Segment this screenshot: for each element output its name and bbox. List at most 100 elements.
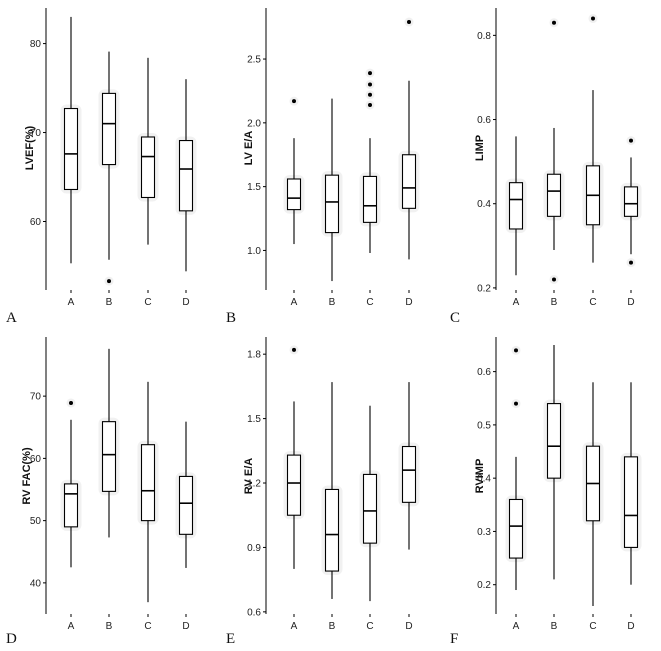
y-tick-label: 1.2 xyxy=(247,479,261,490)
box-d xyxy=(398,382,420,550)
y-tick-label: 1.8 xyxy=(247,350,261,361)
y-tick-label: 1.5 xyxy=(247,182,261,193)
x-tick-label: A xyxy=(291,621,298,632)
y-tick-label: 0.6 xyxy=(477,115,491,126)
x-tick-label: A xyxy=(513,621,520,632)
y-axis-label: RV E/A xyxy=(243,458,255,495)
y-axis-label: LVEF(%) xyxy=(24,125,36,170)
box-iqr xyxy=(140,136,156,199)
y-tick-label: 70 xyxy=(30,392,42,403)
y-axis-label: RVIMP xyxy=(474,459,486,494)
x-tick-label: D xyxy=(182,297,189,308)
outlier-point xyxy=(629,138,633,143)
outlier-point xyxy=(107,279,111,284)
panel-letter: C xyxy=(450,310,460,326)
box-iqr xyxy=(508,498,524,559)
box-b xyxy=(543,18,565,284)
outlier-point xyxy=(69,400,73,405)
panel-a: A B C D 60 70 80 LVEF(%) A xyxy=(6,8,197,326)
outlier-point xyxy=(629,260,633,265)
x-tick-label: D xyxy=(405,297,412,308)
y-tick-label: 0.6 xyxy=(247,607,261,618)
y-tick-label: 0.8 xyxy=(477,31,491,42)
outlier-point xyxy=(514,348,518,353)
x-tick-label: C xyxy=(366,621,373,632)
box-iqr xyxy=(546,173,562,217)
outlier-point xyxy=(368,92,372,97)
x-tick-label: B xyxy=(329,621,336,632)
y-axis-label: LV E/A xyxy=(243,131,255,166)
box-d xyxy=(175,421,197,568)
box-d xyxy=(398,17,420,260)
box-c xyxy=(359,405,381,602)
y-tick-label: 2.0 xyxy=(247,118,261,129)
y-tick-label: 0.9 xyxy=(247,543,261,554)
x-tick-label: B xyxy=(551,621,558,632)
box-c xyxy=(582,382,604,607)
box-c xyxy=(582,14,604,263)
box-c xyxy=(137,381,159,603)
box-iqr xyxy=(508,182,524,230)
y-tick-label: 0.2 xyxy=(477,283,491,294)
box-iqr xyxy=(286,178,302,211)
box-iqr xyxy=(401,154,417,209)
y-tick-label: 0.4 xyxy=(477,199,491,210)
x-tick-label: C xyxy=(366,297,373,308)
x-tick-label: C xyxy=(144,621,151,632)
box-d xyxy=(175,79,197,272)
outlier-point xyxy=(552,277,556,282)
box-d xyxy=(620,136,642,268)
x-tick-label: D xyxy=(627,621,634,632)
panel-f: A B C D 0.2 0.3 0.4 0.5 0.6 RVIMP F xyxy=(450,337,642,647)
outlier-point xyxy=(514,401,518,406)
outlier-point xyxy=(552,20,556,25)
x-tick-label: A xyxy=(513,297,520,308)
box-b xyxy=(321,382,343,599)
y-axis-label: LIMP xyxy=(474,135,486,161)
y-tick-label: 0.6 xyxy=(477,367,491,378)
box-b xyxy=(98,51,120,286)
panel-letter: E xyxy=(226,631,235,647)
x-tick-label: C xyxy=(144,297,151,308)
box-a xyxy=(283,96,305,245)
panel-e: A B C D 0.6 0.9 1.2 1.5 1.8 RV E/A E xyxy=(226,337,420,647)
y-tick-label: 70 xyxy=(30,128,42,139)
box-a xyxy=(60,16,82,264)
outlier-point xyxy=(292,99,296,104)
box-c xyxy=(137,57,159,245)
y-tick-label: 60 xyxy=(30,217,42,228)
box-iqr xyxy=(623,186,639,217)
y-tick-label: 2.5 xyxy=(247,55,261,66)
outlier-point xyxy=(368,82,372,87)
box-iqr xyxy=(101,421,117,492)
box-iqr xyxy=(362,175,378,223)
box-a xyxy=(505,136,527,276)
panel-letter: D xyxy=(6,631,17,647)
box-iqr xyxy=(63,107,79,191)
box-a xyxy=(60,398,82,568)
x-tick-label: A xyxy=(68,621,75,632)
panel-letter: A xyxy=(6,310,17,326)
panel-letter: F xyxy=(450,631,458,647)
box-iqr xyxy=(101,92,117,166)
panels-group: A B C D 60 70 80 LVEF(%) A A B C D 1.0 1.5 2.0 2.5 LV E/A… xyxy=(6,8,642,647)
x-tick-label: A xyxy=(291,297,298,308)
box-iqr xyxy=(286,454,302,516)
y-tick-label: 0.2 xyxy=(477,580,491,591)
box-iqr xyxy=(623,456,639,548)
x-tick-label: B xyxy=(329,297,336,308)
box-a xyxy=(505,345,527,591)
x-tick-label: B xyxy=(106,297,113,308)
box-iqr xyxy=(401,445,417,503)
panel-letter: B xyxy=(226,310,236,326)
outlier-point xyxy=(368,71,372,76)
x-tick-label: C xyxy=(589,621,596,632)
box-iqr xyxy=(63,483,79,528)
box-iqr xyxy=(140,444,156,522)
y-tick-label: 0.4 xyxy=(477,474,491,485)
box-b xyxy=(98,348,120,538)
x-tick-label: B xyxy=(551,297,558,308)
y-tick-label: 50 xyxy=(30,516,42,527)
y-tick-label: 0.3 xyxy=(477,527,491,538)
